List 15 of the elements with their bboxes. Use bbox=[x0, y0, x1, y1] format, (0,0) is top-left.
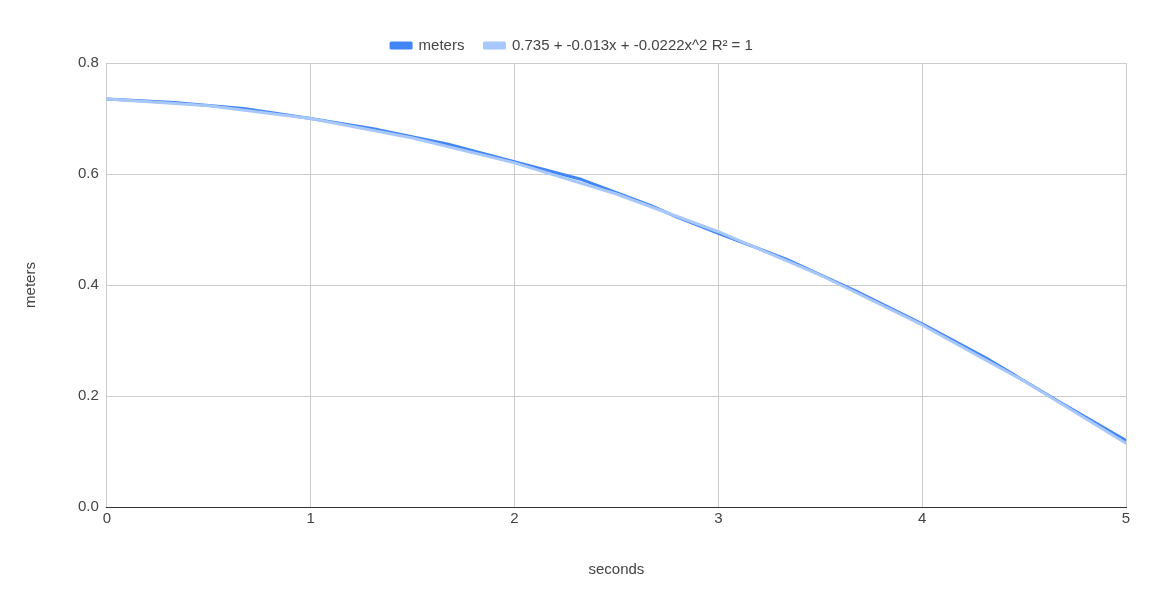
x-tick-label: 5 bbox=[1121, 509, 1131, 527]
legend-label: meters bbox=[418, 35, 465, 53]
y-tick-label: 0.6 bbox=[77, 164, 99, 182]
x-tick-label: 2 bbox=[510, 509, 519, 527]
x-axis-title: seconds bbox=[588, 560, 645, 578]
y-tick-label: 0.8 bbox=[77, 53, 99, 71]
y-tick-label: 0.4 bbox=[77, 275, 99, 293]
x-tick-label: 1 bbox=[306, 509, 315, 527]
y-tick-label: 0.2 bbox=[77, 386, 99, 404]
legend-label: 0.735 + -0.013x + -0.0222x^2 R² = 1 bbox=[511, 35, 753, 53]
x-tick-label: 3 bbox=[714, 509, 723, 527]
x-tick-label: 0 bbox=[102, 509, 112, 527]
y-tick-label: 0.0 bbox=[77, 497, 99, 515]
x-tick-label: 4 bbox=[918, 509, 927, 527]
y-axis-title: meters bbox=[21, 262, 39, 308]
